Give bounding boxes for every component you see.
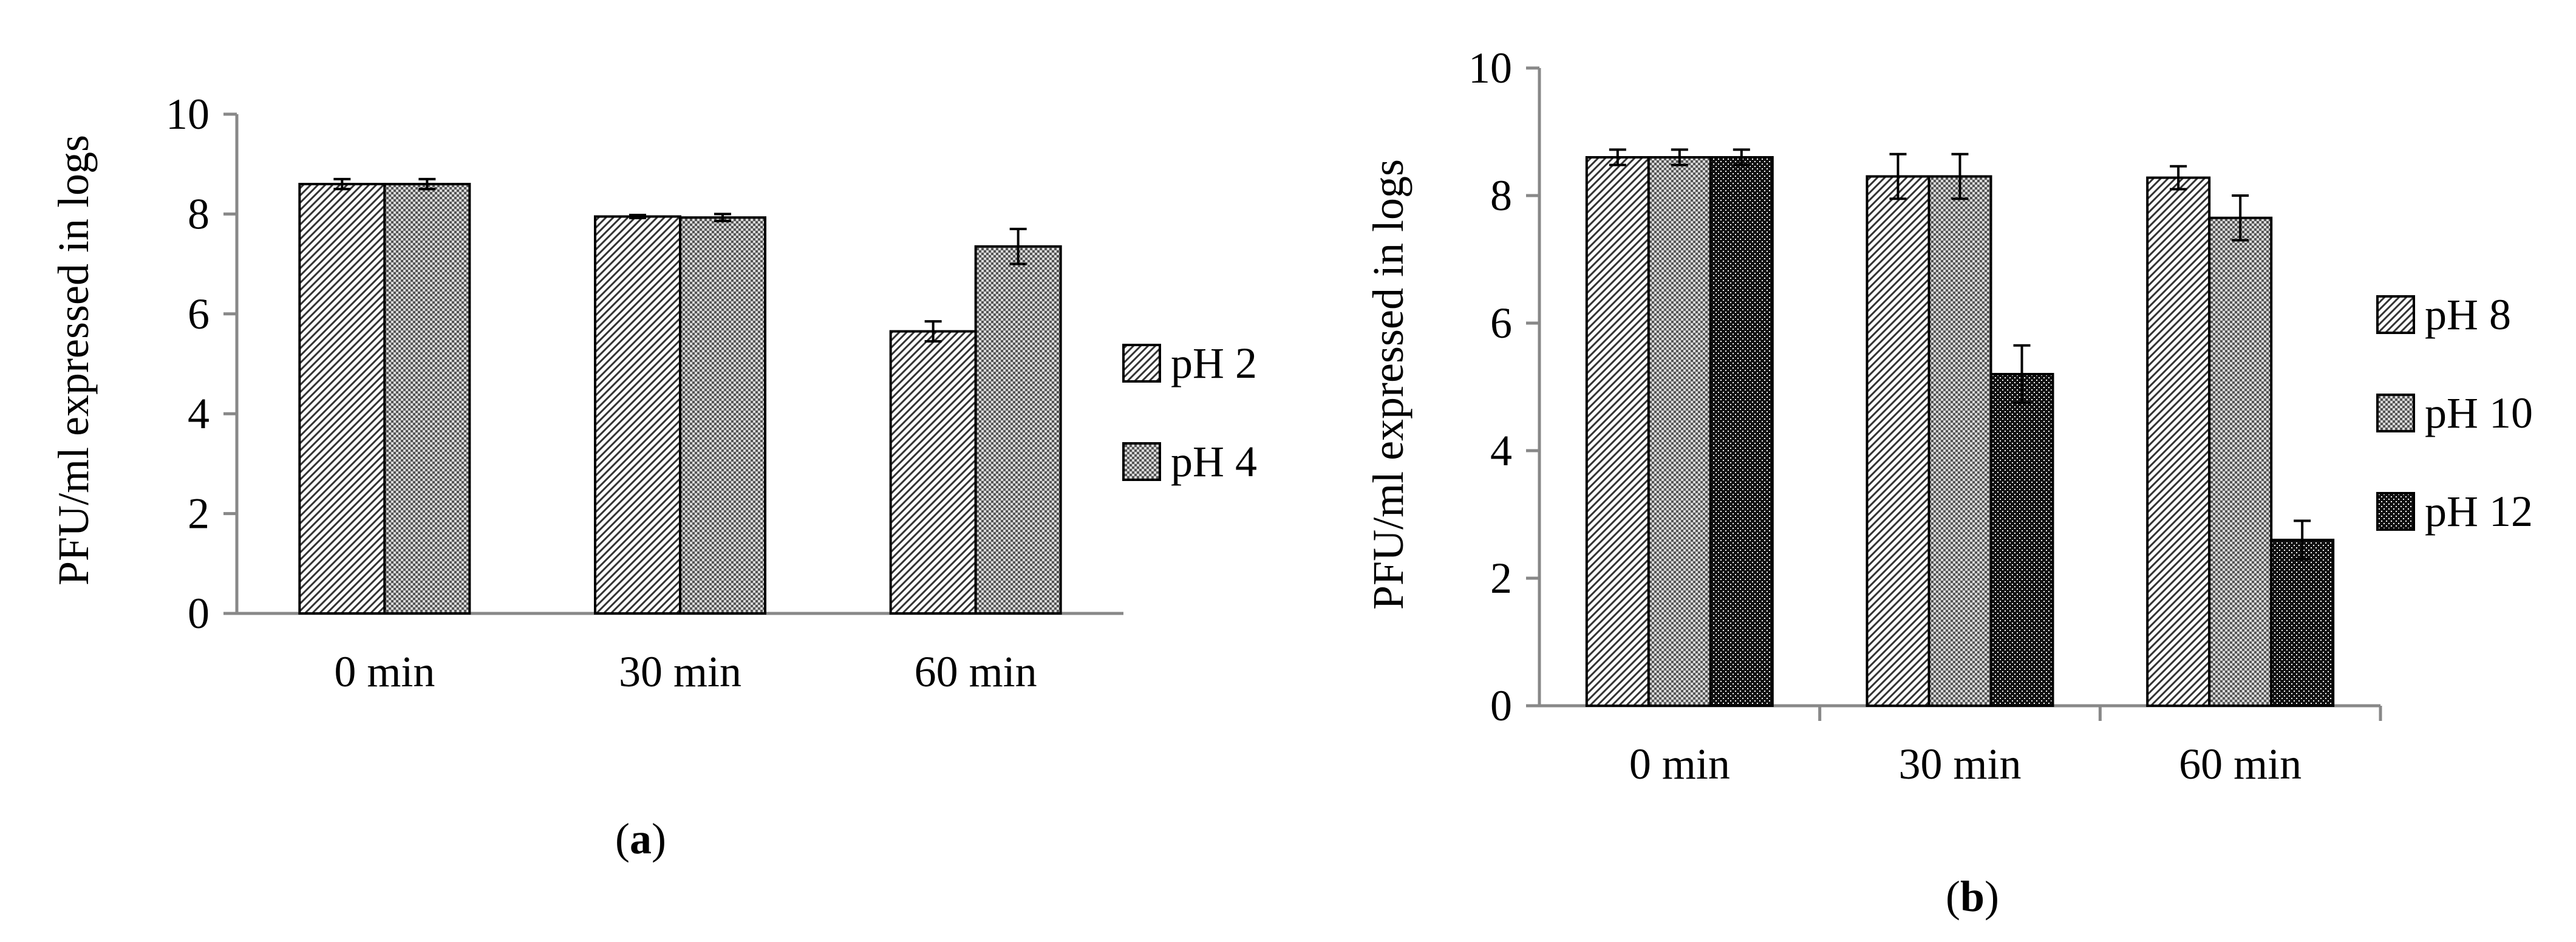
bar: [1585, 156, 1650, 707]
axes-b: 0 2 4 6 8 10 0 min 30 min 60 min: [1468, 44, 2382, 788]
y-tick-label: 4: [1490, 426, 1512, 475]
x-tick-label: 60 min: [2179, 740, 2302, 788]
y-tick-label: 0: [188, 589, 210, 638]
bar: [594, 215, 681, 615]
x-tick-label: 0 min: [1629, 740, 1730, 788]
y-tick-label: 10: [166, 90, 210, 138]
legend-label: pH 10: [2425, 389, 2533, 437]
y-tick-label: 10: [1468, 44, 1512, 92]
legend-a: pH 2 pH 4: [1122, 339, 1257, 486]
chart-panel-b: PFU/ml expressed in logs 0 2 4 6 8 10 0 min 30 …: [1364, 44, 2533, 921]
y-tick-label: 4: [188, 389, 210, 438]
bars-b: [1585, 148, 2335, 708]
bar: [2270, 539, 2335, 707]
y-tick-label: 2: [1490, 554, 1512, 602]
bar: [1989, 373, 2054, 707]
legend-swatch: [2376, 295, 2415, 334]
y-tick-label: 8: [188, 189, 210, 238]
y-tick-label: 8: [1490, 171, 1512, 220]
x-tick-label: 0 min: [334, 647, 435, 696]
legend-swatch: [1122, 442, 1161, 481]
y-tick-label: 6: [188, 290, 210, 338]
x-tick-label: 30 min: [619, 647, 741, 696]
x-tick-label: 60 min: [915, 647, 1037, 696]
y-axis-title-b: PFU/ml expressed in logs: [1364, 159, 1412, 610]
legend-label: pH 12: [2425, 487, 2533, 536]
panel-label-a-letter: a: [630, 814, 652, 863]
legend-swatch: [1122, 344, 1161, 383]
legend-swatch: [2376, 394, 2415, 432]
legend-swatch: [2376, 492, 2415, 531]
y-tick-label: 6: [1490, 299, 1512, 347]
bar: [298, 183, 386, 615]
bar: [889, 330, 977, 615]
y-tick-label: 2: [188, 490, 210, 538]
legend-label: pH 8: [2425, 290, 2511, 339]
legend-b: pH 8 pH 10 pH 12: [2376, 290, 2533, 536]
panel-label-b-letter: b: [1960, 872, 1985, 921]
legend-label: pH 2: [1171, 339, 1257, 387]
panel-label-a: (a): [615, 814, 666, 863]
bar: [1647, 156, 1712, 707]
bar: [2146, 176, 2211, 708]
legend-label: pH 4: [1171, 437, 1257, 486]
bar: [974, 245, 1062, 615]
bar: [2208, 216, 2273, 707]
y-axis-title-a: PFU/ml expressed in logs: [49, 135, 98, 585]
axes-a: 0 2 4 6 8 10 0 min 30 min 60 min: [166, 90, 1123, 696]
bar: [383, 183, 471, 615]
panel-label-b: (b): [1946, 872, 1999, 921]
bars-a: [298, 177, 1062, 615]
bar: [1866, 175, 1930, 707]
y-tick-label: 0: [1490, 681, 1512, 730]
bar: [1709, 156, 1774, 707]
chart-panel-a: PFU/ml expressed in logs 0 2 4 6 8 10 0 min 30 …: [49, 90, 1257, 863]
x-tick-label: 30 min: [1898, 740, 2021, 788]
bar: [1927, 175, 1992, 707]
bar: [679, 216, 766, 615]
